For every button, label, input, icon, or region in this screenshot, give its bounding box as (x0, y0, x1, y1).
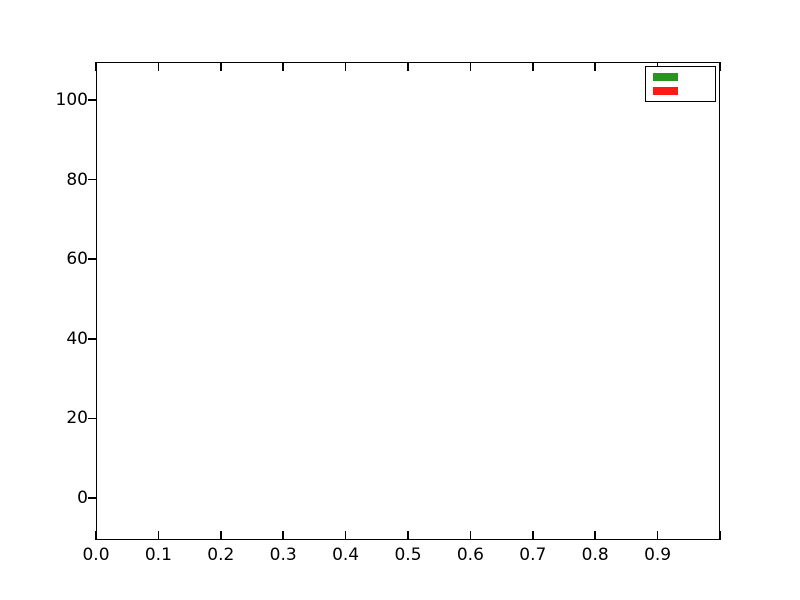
y-tick-label: 20 (66, 408, 88, 429)
x-tick-mark-top (469, 62, 472, 71)
x-tick-label: 0.8 (581, 545, 609, 565)
axes-border (96, 62, 720, 540)
x-tick-mark-top (344, 62, 347, 71)
x-tick-label: 0.2 (207, 545, 235, 565)
y-tick-mark (88, 258, 96, 260)
y-tick-label: 40 (66, 328, 88, 349)
legend-item-fp (646, 84, 715, 98)
y-tick-label: 0 (77, 488, 88, 508)
y-tick-mark (88, 417, 96, 420)
y-tick-label: 60 (66, 249, 88, 270)
x-tick-mark (594, 531, 596, 540)
x-tick-mark (407, 531, 409, 540)
x-tick-mark (344, 531, 347, 540)
fp-legend-swatch (653, 87, 678, 95)
x-tick-mark (719, 531, 721, 540)
x-tick-mark-top (719, 62, 721, 71)
y-tick-mark (88, 497, 96, 499)
legend-item-tp (646, 70, 715, 84)
x-tick-mark-top (594, 62, 596, 71)
x-tick-label: 0.4 (332, 545, 360, 565)
tp-legend-swatch (653, 73, 678, 81)
x-tick-mark (469, 531, 472, 540)
x-tick-mark (95, 531, 97, 540)
y-tick-label: 100 (55, 90, 88, 110)
x-tick-label: 0.9 (644, 545, 672, 565)
x-tick-mark-top (282, 62, 284, 71)
x-tick-mark-top (220, 62, 222, 71)
x-tick-label: 0.0 (82, 545, 110, 565)
y-tick-mark (88, 99, 96, 101)
x-tick-label: 0.7 (519, 545, 547, 565)
x-tick-mark (532, 531, 534, 540)
x-tick-mark-top (407, 62, 409, 71)
legend (645, 66, 716, 102)
y-tick-label: 80 (66, 169, 88, 190)
y-tick-mark (88, 338, 96, 340)
plot-area (88, 62, 721, 540)
x-tick-mark-top (532, 62, 534, 71)
x-tick-mark (157, 531, 160, 540)
x-tick-mark-top (157, 62, 160, 71)
x-tick-mark (282, 531, 284, 540)
x-tick-label: 0.1 (144, 545, 172, 565)
x-tick-label: 0.5 (394, 545, 422, 565)
x-tick-label: 0.6 (456, 545, 484, 565)
x-tick-mark-top (95, 62, 97, 71)
x-tick-label: 0.3 (269, 545, 297, 565)
y-tick-mark (88, 178, 96, 181)
x-tick-mark (220, 531, 222, 540)
x-tick-mark (656, 531, 659, 540)
